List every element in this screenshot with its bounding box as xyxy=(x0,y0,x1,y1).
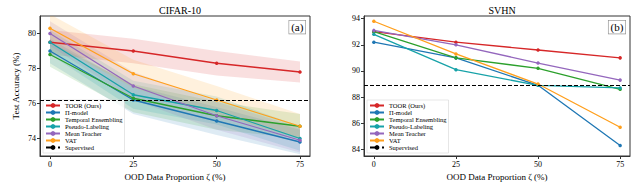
svg-text:86: 86 xyxy=(352,119,360,128)
svg-text:50: 50 xyxy=(534,160,542,169)
svg-text:Mean Teacher: Mean Teacher xyxy=(65,130,103,137)
svg-text:Temporal Ensembling: Temporal Ensembling xyxy=(389,116,447,123)
svg-text:Supervised: Supervised xyxy=(65,144,95,151)
svg-text:VAT: VAT xyxy=(65,137,77,144)
svg-text:Π-model: Π-model xyxy=(65,109,88,116)
svg-text:Pseudo-Labeling: Pseudo-Labeling xyxy=(389,123,434,130)
svg-text:Temporal Ensembling: Temporal Ensembling xyxy=(65,116,123,123)
svg-text:Mean Teacher: Mean Teacher xyxy=(389,130,427,137)
svg-text:(a): (a) xyxy=(291,21,304,34)
svg-text:78: 78 xyxy=(28,64,36,73)
svg-text:0: 0 xyxy=(372,160,376,169)
svg-text:Pseudo-Labeling: Pseudo-Labeling xyxy=(65,123,110,130)
svg-text:OOD Data Proportion ζ (%): OOD Data Proportion ζ (%) xyxy=(446,172,547,182)
svg-text:Test Accuracy (%): Test Accuracy (%) xyxy=(11,53,21,120)
svg-text:0: 0 xyxy=(48,160,52,169)
svg-text:25: 25 xyxy=(452,160,460,169)
svg-text:(b): (b) xyxy=(611,21,624,34)
svg-text:Supervised: Supervised xyxy=(389,144,419,151)
svg-text:88: 88 xyxy=(352,93,360,102)
svg-text:VAT: VAT xyxy=(389,137,401,144)
svg-text:Π-model: Π-model xyxy=(389,109,412,116)
svg-text:74: 74 xyxy=(28,134,36,143)
svg-text:25: 25 xyxy=(129,160,137,169)
svg-text:94: 94 xyxy=(352,14,360,23)
svg-text:80: 80 xyxy=(28,29,36,38)
svg-text:SVHN: SVHN xyxy=(488,5,515,16)
svg-text:90: 90 xyxy=(352,66,360,75)
svg-text:84: 84 xyxy=(352,145,360,154)
svg-text:TOOR (Ours): TOOR (Ours) xyxy=(65,102,102,109)
svg-text:75: 75 xyxy=(616,160,624,169)
svg-text:50: 50 xyxy=(213,160,221,169)
svg-text:76: 76 xyxy=(28,99,36,108)
svg-text:92: 92 xyxy=(352,40,360,49)
svg-text:OOD Data Proportion ζ (%): OOD Data Proportion ζ (%) xyxy=(124,172,225,182)
svg-text:TOOR (Ours): TOOR (Ours) xyxy=(389,102,426,109)
svg-text:CIFAR-10: CIFAR-10 xyxy=(159,5,201,16)
svg-text:75: 75 xyxy=(296,160,304,169)
